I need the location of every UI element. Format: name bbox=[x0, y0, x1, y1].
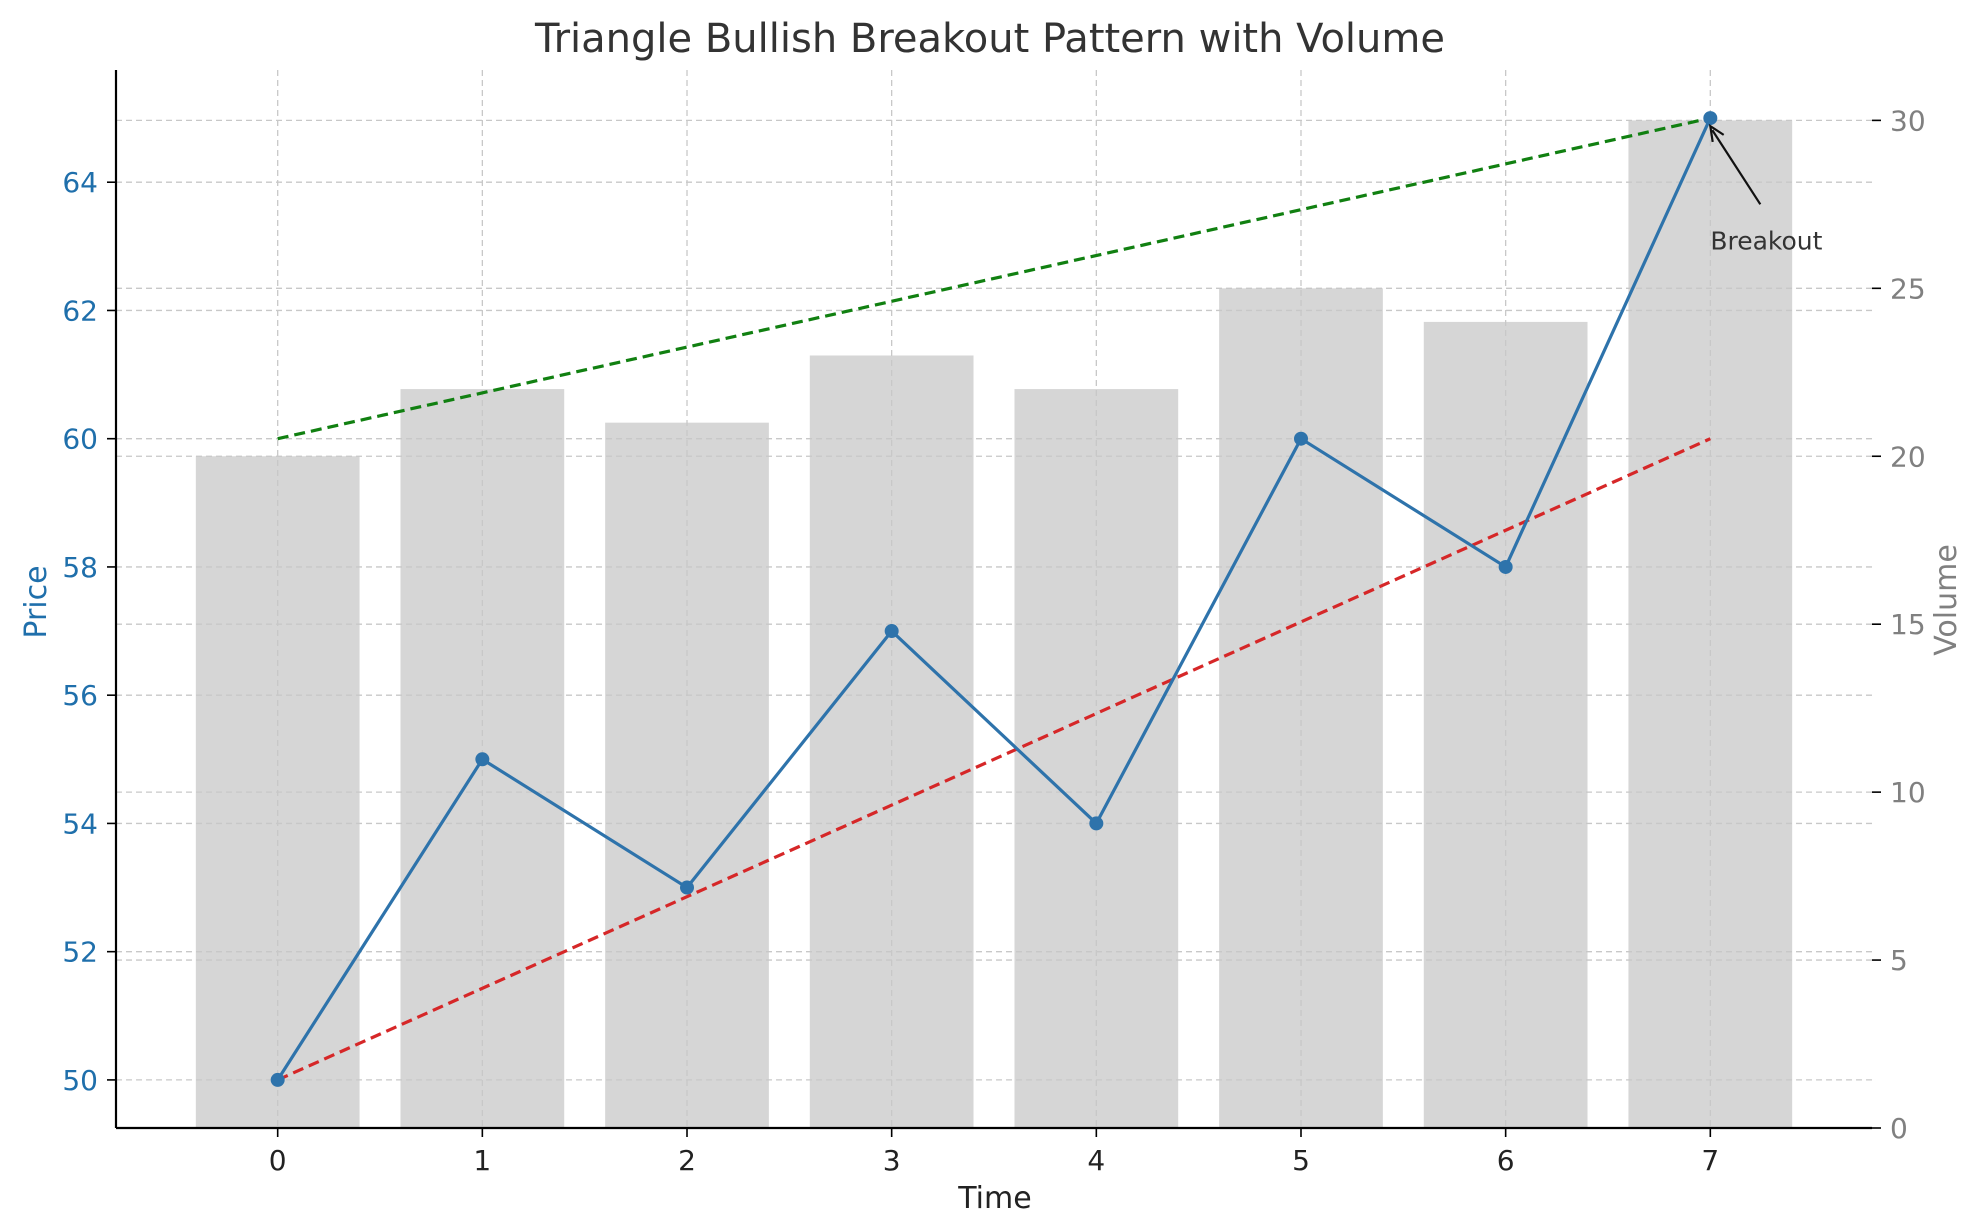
x-tick-label-0: 0 bbox=[269, 1144, 287, 1177]
x-tick-label-6: 6 bbox=[1497, 1144, 1515, 1177]
y-right-tick-label-5: 25 bbox=[1890, 272, 1926, 305]
grid-lines bbox=[116, 70, 1872, 1129]
price-point-7 bbox=[1703, 111, 1718, 126]
volume-bar-5 bbox=[1219, 288, 1383, 1128]
y-right-tick-label-0: 0 bbox=[1890, 1112, 1908, 1145]
price-point-5 bbox=[1293, 431, 1308, 446]
y-axis-label-left: Price bbox=[19, 565, 54, 638]
y-right-tick-label-6: 30 bbox=[1890, 104, 1926, 137]
x-tick-label-1: 1 bbox=[473, 1144, 491, 1177]
price-point-0 bbox=[270, 1072, 285, 1087]
y-left-tick-label-4: 58 bbox=[62, 551, 98, 584]
price-point-6 bbox=[1498, 559, 1513, 574]
y-left-tick-label-1: 52 bbox=[62, 936, 98, 969]
breakout-arrow-head bbox=[1708, 123, 1725, 143]
axes bbox=[107, 70, 1881, 1137]
volume-bars bbox=[195, 120, 1793, 1129]
y-left-tick-label-0: 50 bbox=[62, 1064, 98, 1097]
y-left-tick-label-7: 64 bbox=[62, 166, 98, 199]
resistance-trendline bbox=[277, 116, 1711, 441]
y-left-tick-label-2: 54 bbox=[62, 807, 98, 840]
x-tick-label-5: 5 bbox=[1292, 1144, 1310, 1177]
breakout-label: Breakout bbox=[1710, 226, 1822, 255]
y-axis-label-right: Volume bbox=[1929, 544, 1964, 656]
breakout-annotation: Breakout bbox=[1708, 123, 1823, 255]
x-tick-label-4: 4 bbox=[1087, 1144, 1105, 1177]
x-tick-label-2: 2 bbox=[678, 1144, 696, 1177]
x-axis-label: Time bbox=[957, 1181, 1031, 1216]
y-left-tick-label-5: 60 bbox=[62, 423, 98, 456]
volume-bar-4 bbox=[1014, 389, 1179, 1129]
y-left-tick-label-3: 56 bbox=[62, 679, 98, 712]
price-point-1 bbox=[475, 752, 490, 767]
x-tick-label-3: 3 bbox=[883, 1144, 901, 1177]
y-right-tick-label-3: 15 bbox=[1890, 608, 1926, 641]
y-left-tick-label-6: 62 bbox=[62, 294, 98, 327]
chart-title: Triangle Bullish Breakout Pattern with V… bbox=[534, 16, 1445, 62]
breakout-arrow-shaft bbox=[1711, 129, 1762, 205]
x-tick-label-7: 7 bbox=[1701, 1144, 1719, 1177]
trendlines bbox=[277, 116, 1711, 1082]
price-point-3 bbox=[884, 624, 899, 639]
y-right-tick-label-1: 5 bbox=[1890, 944, 1908, 977]
price-point-4 bbox=[1089, 816, 1104, 831]
y-right-tick-label-2: 10 bbox=[1890, 776, 1926, 809]
price-series bbox=[270, 111, 1718, 1087]
price-line bbox=[276, 117, 1712, 1081]
price-point-2 bbox=[680, 880, 695, 895]
support-trendline bbox=[277, 437, 1711, 1082]
y-right-tick-label-4: 20 bbox=[1890, 440, 1926, 473]
